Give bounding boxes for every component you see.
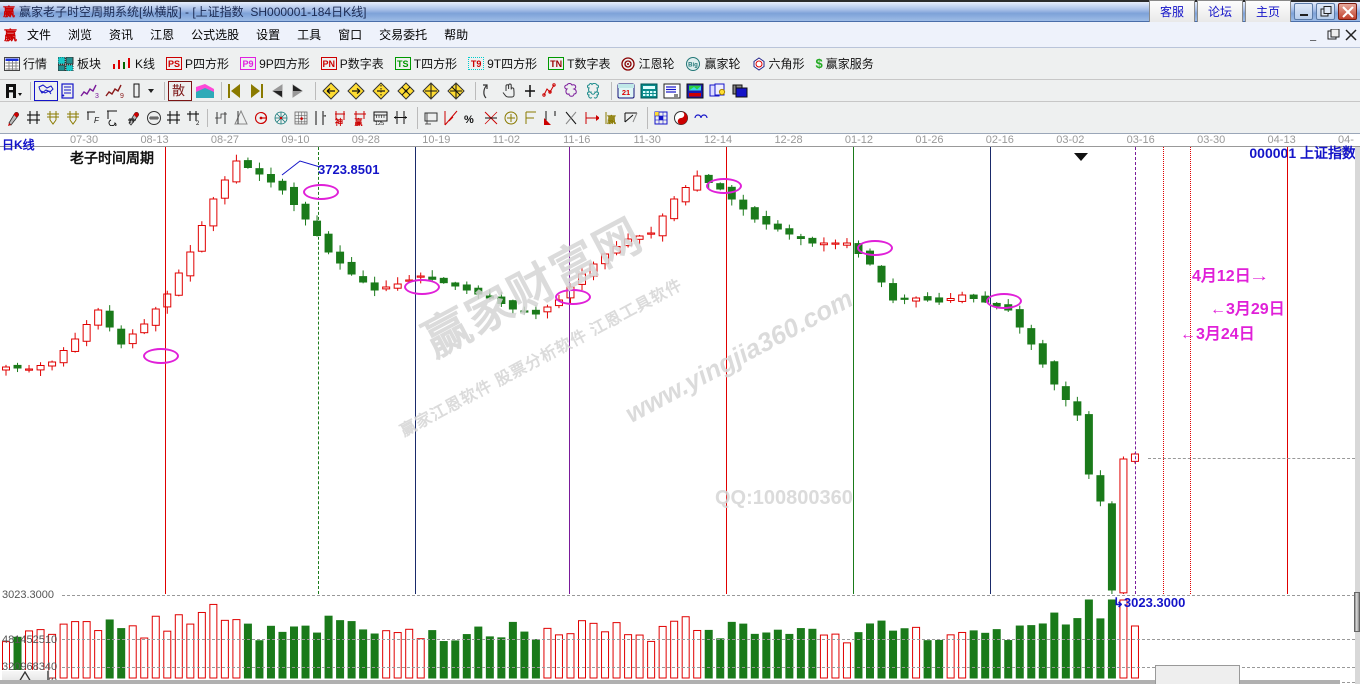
svg-text:Big: Big — [689, 62, 699, 68]
svg-text:21: 21 — [622, 88, 630, 97]
svg-text:2: 2 — [196, 121, 200, 126]
svg-text:": " — [323, 114, 326, 123]
svg-text:赢: 赢 — [607, 114, 616, 125]
svg-text:F: F — [94, 116, 100, 125]
svg-text:散: 散 — [172, 83, 185, 98]
svg-text:125: 125 — [375, 121, 384, 126]
svg-text:神: 神 — [335, 117, 343, 126]
svg-text:%: % — [464, 114, 474, 126]
svg-text:3: 3 — [95, 93, 99, 99]
svg-text:赢: 赢 — [354, 117, 362, 126]
svg-text:9: 9 — [120, 93, 124, 99]
svg-text:_: _ — [1310, 30, 1317, 41]
